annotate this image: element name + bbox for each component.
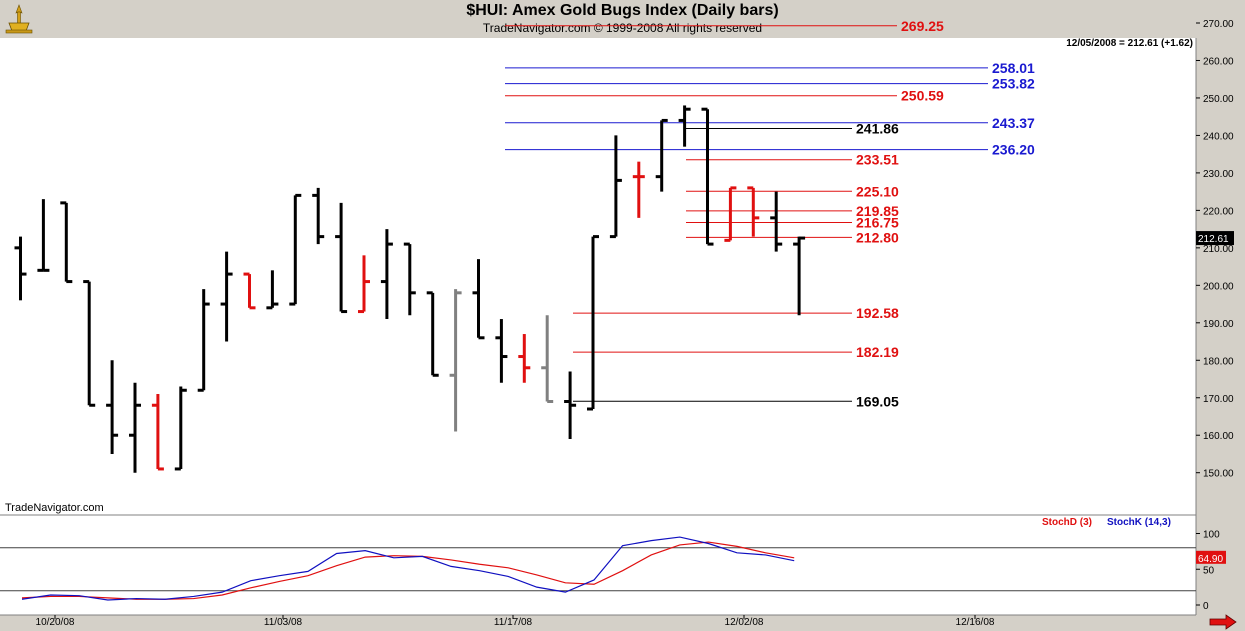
- stoch-axis-label: 50: [1203, 565, 1215, 576]
- price-axis-label: 200.00: [1203, 281, 1234, 292]
- ohlc-bar: [220, 251, 233, 342]
- level-label: 192.58: [856, 305, 899, 321]
- level-label: 269.25: [901, 18, 944, 34]
- last-price-box: [1196, 231, 1234, 246]
- level-label: 236.20: [992, 142, 1035, 158]
- ohlc-bar: [106, 360, 119, 454]
- time-axis-label: 11/03/08: [264, 617, 303, 628]
- ohlc-bar: [243, 272, 256, 310]
- ohlc-bar: [266, 270, 279, 310]
- ohlc-bar: [541, 315, 554, 403]
- ohlc-bar: [37, 199, 50, 272]
- level-label: 182.19: [856, 344, 899, 360]
- ohlc-bar: [632, 161, 645, 218]
- stochd-legend: StochD (3): [1042, 517, 1092, 528]
- ohlc-bar: [747, 186, 760, 237]
- level-label: 216.75: [856, 215, 899, 231]
- level-label: 233.51: [856, 152, 899, 168]
- ohlc-bar: [289, 193, 302, 306]
- ohlc-bar: [724, 186, 737, 242]
- stoch-last-box: [1196, 550, 1226, 564]
- trade-navigator-logo-icon: [5, 4, 33, 34]
- ohlc-bar: [358, 255, 370, 314]
- level-label: 241.86: [856, 120, 899, 136]
- ohlc-bar: [151, 394, 164, 471]
- ohlc-bar: [701, 107, 714, 246]
- time-axis-label: 12/02/08: [725, 617, 764, 628]
- price-axis-label: 180.00: [1203, 356, 1234, 367]
- price-axis-label: 250.00: [1203, 94, 1234, 105]
- chart-subtitle: TradeNavigator.com © 1999-2008 All right…: [482, 21, 763, 35]
- time-axis-label: 11/17/08: [494, 617, 533, 628]
- ohlc-bar: [587, 235, 599, 411]
- price-panel-background: [0, 38, 1196, 515]
- price-axis-label: 260.00: [1203, 56, 1234, 67]
- price-axis-label: 170.00: [1203, 394, 1234, 405]
- ohlc-bar: [174, 386, 187, 471]
- ohlc-bar: [495, 319, 508, 383]
- time-axis-label: 12/16/08: [956, 617, 995, 628]
- ohlc-bar: [312, 187, 325, 245]
- level-label: 225.10: [856, 183, 899, 199]
- last-price-label: 212.61: [1198, 234, 1229, 245]
- ohlc-bar: [564, 371, 577, 439]
- price-axis-label: 240.00: [1203, 131, 1234, 142]
- ohlc-bar: [518, 334, 531, 383]
- ohlc-bar: [426, 291, 439, 377]
- ohlc-bar: [380, 229, 393, 320]
- level-label: 219.85: [856, 203, 899, 219]
- ohlc-bar: [83, 280, 96, 407]
- price-axis-label: 150.00: [1203, 469, 1234, 480]
- ohlc-bar: [609, 135, 622, 239]
- stochastic-panel-background: [0, 515, 1196, 615]
- ohlc-bar: [14, 236, 27, 301]
- ohlc-bar: [129, 382, 141, 473]
- price-axis-label: 160.00: [1203, 431, 1234, 442]
- scroll-right-arrow-icon[interactable]: [1208, 614, 1238, 630]
- stochk-line: [21, 536, 795, 601]
- stoch-axis-label: 100: [1203, 530, 1220, 541]
- level-label: 212.80: [856, 229, 899, 245]
- ohlc-bar: [197, 289, 210, 392]
- level-label: 258.01: [992, 60, 1035, 76]
- price-axis-label: 220.00: [1203, 206, 1234, 217]
- stoch-last-label: 64.90: [1198, 554, 1223, 565]
- ohlc-bar: [60, 201, 73, 284]
- ohlc-bar: [678, 105, 691, 147]
- time-axis-label: 10/20/08: [36, 617, 75, 628]
- chart-title: $HUI: Amex Gold Bugs Index (Daily bars): [466, 2, 779, 19]
- ohlc-bar: [655, 118, 668, 192]
- price-axis-label: 230.00: [1203, 169, 1234, 180]
- ohlc-bar: [403, 242, 416, 316]
- level-label: 243.37: [992, 115, 1035, 131]
- price-readout: 12/05/2008 = 212.61 (+1.62): [1066, 38, 1193, 49]
- ohlc-bar: [770, 191, 783, 252]
- stochk-legend: StochK (14,3): [1107, 517, 1171, 528]
- ohlc-bar: [335, 202, 348, 314]
- stoch-axis-label: 0: [1203, 601, 1209, 612]
- ohlc-bar: [472, 259, 485, 340]
- chart-header: $HUI: Amex Gold Bugs Index (Daily bars) …: [0, 0, 1245, 38]
- ohlc-bar: [449, 289, 462, 432]
- ohlc-bar: [793, 236, 806, 316]
- price-axis-label: 190.00: [1203, 319, 1234, 330]
- price-axis-label: 270.00: [1203, 19, 1234, 30]
- level-label: 169.05: [856, 393, 899, 409]
- watermark-text: TradeNavigator.com: [5, 502, 104, 514]
- price-axis-label: 210.00: [1203, 244, 1234, 255]
- level-label: 250.59: [901, 88, 944, 104]
- level-label: 253.82: [992, 76, 1035, 92]
